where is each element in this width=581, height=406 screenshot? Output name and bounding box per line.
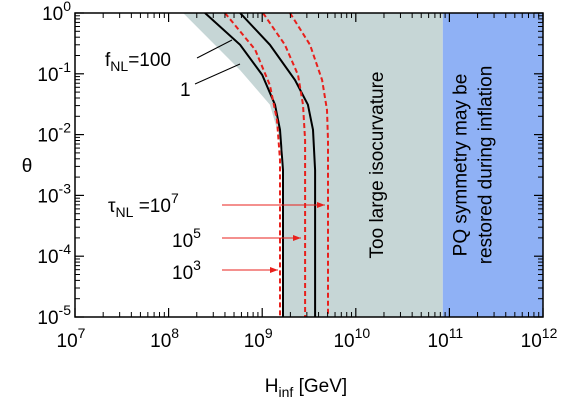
x-tick-label: 108 [150,325,179,352]
text-part: -5 [59,302,72,318]
region [183,13,443,317]
text-part: -2 [59,120,72,136]
curve [224,13,281,317]
text-part: 0 [63,0,71,14]
text-part: [GeV] [293,376,347,397]
annotation: 105 [172,225,201,252]
text-part: τ [108,196,116,217]
text-part: 5 [193,225,201,241]
x-tick-label: 109 [244,325,273,352]
y-tick-label: 10-5 [37,302,71,329]
text-part: -4 [59,241,72,257]
curve [239,13,317,317]
text-part: f [105,50,111,71]
curve [289,13,329,317]
text-part: 8 [171,325,179,341]
text-part: 1 [180,80,191,101]
annotation: 1 [180,80,191,101]
text-part: 10 [37,247,58,268]
arrow-head [293,235,301,241]
curves [204,13,329,317]
text-part: 10 [355,325,371,341]
annotation: 103 [172,257,201,284]
text-part: 10 [172,231,193,252]
text-part: =100 [128,50,171,71]
text-part: NL [110,58,128,74]
region-label: PQ symmetry may be [451,74,472,257]
text-part: 10 [428,331,449,352]
y-tick-label: 10-4 [37,241,71,268]
x-tick-label: 107 [57,325,86,352]
annotation: fNL=100 [105,50,171,74]
text-part: 10 [521,331,542,352]
x-tick-label: 1012 [521,325,558,352]
text-part: 10 [244,331,265,352]
text-part: inf [279,384,294,400]
text-part: 10 [37,65,58,86]
text-part: 3 [193,257,201,273]
arrow-head [270,267,278,273]
text-part: 9 [265,325,273,341]
text-part: 10 [37,126,58,147]
plot-frame [74,12,544,318]
text-part: 10 [57,331,78,352]
y-tick-label: 10-3 [37,180,71,207]
text-part: H [265,376,279,397]
annotation-pointer [194,63,241,85]
annotation-pointer [196,39,233,59]
text-part: 7 [78,325,86,341]
text-part: θ [22,156,33,177]
y-tick-label: 10-2 [37,120,71,147]
text-part: 10 [42,4,63,25]
region-label: restored during inflation [476,66,497,265]
curve [262,13,307,317]
curve [204,13,284,317]
y-axis-label: θ [22,156,33,177]
x-tick-label: 1011 [428,325,464,352]
arrow-head [317,202,325,208]
regions [183,13,543,317]
text-part: 10 [172,263,193,284]
text-part: 10 [37,308,58,329]
text-part: 7 [171,190,179,206]
y-tick-label: 10-1 [37,59,71,86]
text-part: -3 [59,180,72,196]
text-part: NL [116,204,134,220]
region [442,13,543,317]
text-part: 10 [37,186,58,207]
text-part: 12 [542,325,558,341]
region-label: Too large isocurvature [367,72,388,259]
overlay: Too large isocurvature PQ symmetry may be… [22,0,558,400]
y-tick-label: 100 [42,0,71,25]
annotation: τNL =107 [108,190,179,220]
text-part: -1 [59,59,72,75]
x-tick-label: 1010 [333,325,370,352]
text-part: 10 [333,331,354,352]
text-part: 11 [449,325,464,341]
x-axis-label: Hinf [GeV] [265,376,347,400]
text-part: 10 [150,331,171,352]
text-part: =10 [133,196,171,217]
